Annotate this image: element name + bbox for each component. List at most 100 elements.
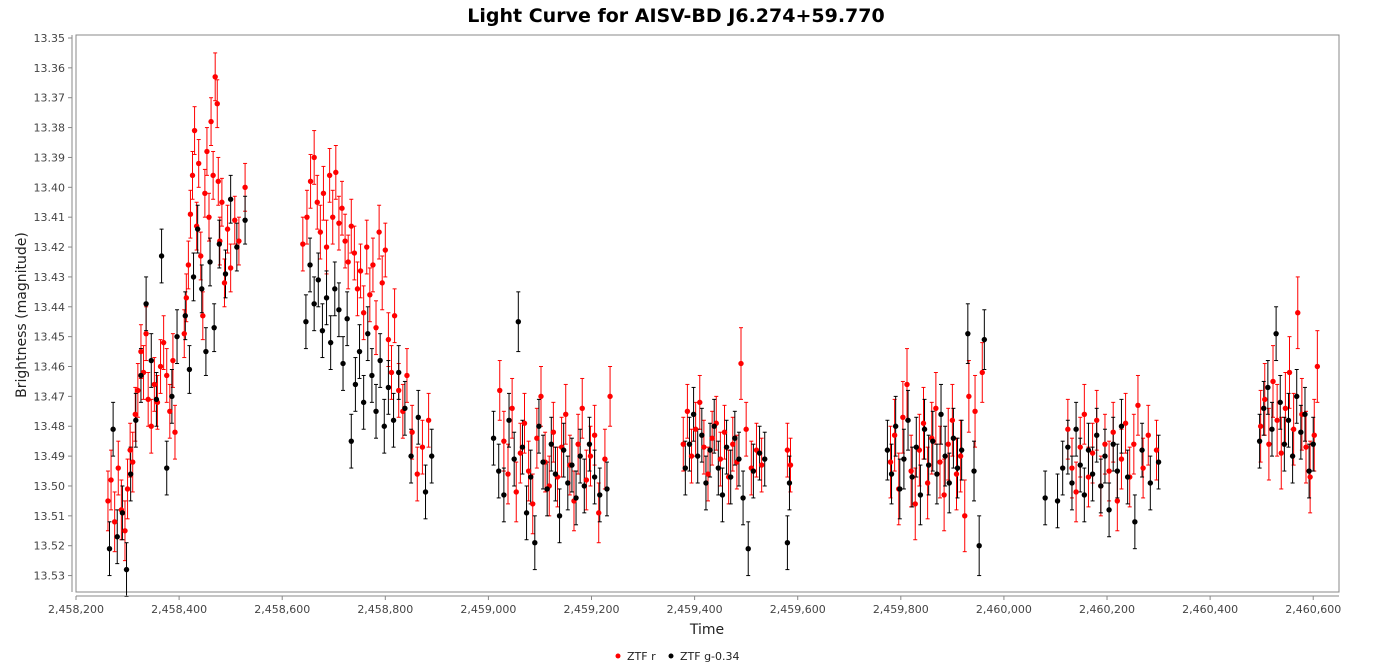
x-tick-label: 2,458,400: [151, 603, 207, 616]
point-ztf-r: [160, 339, 167, 346]
point-ztf-r: [379, 280, 385, 286]
point-ztf-r: [908, 468, 914, 474]
point-ztf-r: [1077, 444, 1083, 450]
legend-label-ztf-r: ZTF r: [627, 650, 656, 663]
point-ztf-r: [164, 372, 170, 379]
point-ztf-r: [1114, 498, 1121, 504]
x-tick-label: 2,458,800: [357, 603, 413, 616]
point-ztf-g: [169, 393, 175, 400]
point-ztf-r: [1278, 450, 1284, 456]
point-ztf-g: [954, 465, 961, 471]
point-ztf-r: [497, 387, 503, 394]
point-ztf-r: [721, 429, 728, 435]
point-ztf-g: [686, 441, 693, 447]
point-ztf-r: [680, 441, 686, 447]
point-ztf-r: [904, 381, 910, 388]
y-tick-label: 13.47: [34, 390, 66, 403]
point-ztf-r: [1089, 450, 1096, 456]
point-ztf-g: [164, 465, 170, 471]
point-ztf-g: [1261, 405, 1267, 412]
point-ztf-r: [1118, 456, 1125, 462]
point-ztf-r: [949, 417, 956, 423]
point-ztf-r: [148, 423, 154, 429]
point-ztf-g: [727, 474, 734, 480]
point-ztf-r: [191, 127, 198, 134]
point-ztf-r: [388, 369, 395, 376]
y-tick-label: 13.42: [34, 241, 66, 254]
point-ztf-g: [1289, 453, 1296, 459]
point-ztf-r: [354, 286, 361, 292]
point-ztf-g: [1269, 426, 1275, 432]
point-ztf-g: [784, 540, 791, 546]
point-ztf-r: [1307, 474, 1313, 480]
point-ztf-g: [336, 307, 342, 313]
point-ztf-g: [745, 545, 751, 552]
legend-marker-ztf-g: [668, 653, 674, 659]
point-ztf-r: [373, 324, 379, 331]
point-ztf-g: [707, 447, 713, 453]
point-ztf-r: [300, 241, 306, 247]
x-tick-label: 2,459,400: [667, 603, 723, 616]
point-ztf-g: [981, 336, 988, 343]
point-ztf-g: [311, 301, 317, 307]
legend-marker-ztf-r: [615, 653, 621, 659]
point-ztf-r: [108, 477, 114, 483]
point-ztf-r: [1282, 405, 1289, 412]
point-ztf-r: [326, 172, 333, 179]
chart-title: Light Curve for AISV-BD J6.274+59.770: [467, 5, 884, 27]
point-ztf-g: [1077, 462, 1083, 468]
y-tick-label: 13.39: [34, 151, 66, 164]
point-ztf-r: [607, 393, 613, 400]
point-ztf-r: [784, 447, 791, 453]
point-ztf-r: [333, 169, 339, 176]
plot-area: [75, 34, 1340, 593]
point-ztf-g: [750, 468, 757, 474]
point-ztf-r: [364, 244, 370, 250]
point-ztf-g: [905, 417, 911, 423]
point-ztf-r: [404, 372, 410, 379]
point-ztf-r: [517, 450, 524, 456]
point-ztf-g: [909, 474, 915, 480]
point-ztf-r: [172, 429, 178, 435]
point-ztf-g: [917, 492, 924, 498]
point-ztf-g: [106, 545, 113, 552]
point-ztf-r: [1131, 441, 1137, 447]
point-ztf-r: [962, 513, 968, 519]
point-ztf-g: [303, 319, 309, 325]
point-ztf-g: [340, 360, 346, 367]
point-ztf-g: [1310, 441, 1316, 447]
point-ztf-g: [211, 324, 217, 331]
point-ztf-r: [370, 262, 376, 268]
point-ztf-r: [1140, 465, 1146, 471]
point-ztf-g: [938, 411, 944, 417]
point-ztf-g: [1139, 447, 1145, 453]
point-ztf-g: [586, 441, 593, 447]
point-ztf-g: [690, 411, 697, 417]
point-ztf-r: [945, 441, 951, 447]
point-ztf-g: [736, 456, 742, 462]
point-ztf-r: [304, 214, 310, 220]
point-ztf-g: [138, 372, 144, 379]
point-ztf-r: [937, 459, 943, 465]
y-axis-label: Brightness (magnitude): [14, 232, 30, 398]
point-ztf-r: [692, 426, 699, 432]
point-ztf-g: [227, 196, 234, 202]
point-ztf-r: [1274, 417, 1280, 423]
point-ztf-r: [317, 229, 324, 235]
point-ztf-g: [556, 513, 563, 519]
point-ztf-r: [1122, 420, 1129, 426]
point-ztf-r: [132, 411, 138, 417]
point-ztf-g: [1042, 495, 1048, 501]
point-ztf-g: [501, 492, 507, 498]
point-ztf-r: [135, 387, 141, 394]
point-ztf-r: [957, 453, 964, 459]
point-ztf-r: [185, 262, 192, 268]
point-ztf-g: [158, 253, 165, 259]
point-ztf-r: [701, 444, 707, 450]
point-ztf-g: [242, 217, 248, 223]
point-ztf-r: [530, 501, 536, 507]
point-ztf-r: [717, 456, 724, 462]
point-ztf-r: [307, 178, 314, 185]
point-ztf-r: [596, 510, 602, 516]
